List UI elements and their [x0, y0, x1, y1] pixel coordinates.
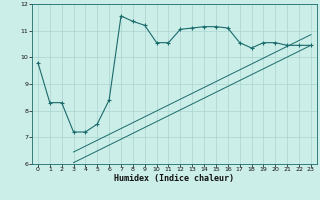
X-axis label: Humidex (Indice chaleur): Humidex (Indice chaleur) — [115, 174, 234, 183]
